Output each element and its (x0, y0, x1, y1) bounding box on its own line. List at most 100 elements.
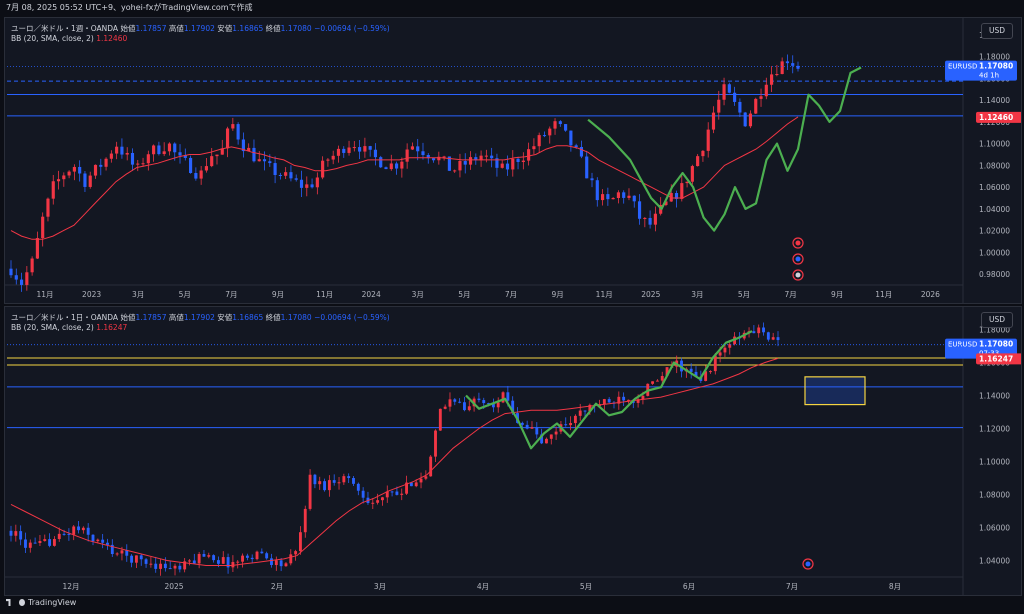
candle-body (279, 560, 283, 567)
candle-body (429, 456, 433, 477)
change-value: −0.00694 (−0.59%) (314, 24, 390, 33)
y-tick-label: 1.06000 (979, 183, 1010, 192)
candle (72, 525, 76, 541)
bb-price-value: 1.12460 (979, 113, 1013, 122)
weekly-chart-pane[interactable]: 1.200001.180001.160001.140001.120001.100… (4, 17, 1022, 304)
daily-chart-pane[interactable]: 1.180001.160001.140001.120001.100001.080… (4, 306, 1022, 596)
zigzag-line (465, 330, 753, 450)
candle-body (99, 164, 103, 167)
candle (294, 174, 298, 182)
currency-button[interactable]: USD (981, 23, 1013, 39)
candle-body (467, 406, 471, 411)
candle (685, 181, 689, 188)
candle (373, 143, 378, 166)
candle-body (284, 172, 288, 176)
candle-body (215, 154, 219, 157)
candle-body (371, 502, 375, 504)
candle-body (775, 74, 779, 76)
bb-indicator-value: 1.16247 (96, 323, 128, 332)
x-tick-label: 3月 (691, 290, 703, 299)
candle (607, 397, 611, 404)
candle (748, 110, 753, 129)
candle (125, 544, 129, 562)
y-tick-label: 1.18000 (979, 53, 1010, 62)
x-tick-label: 2月 (271, 582, 283, 591)
candle (368, 145, 372, 157)
candle-body (315, 177, 319, 188)
candle-body (766, 332, 770, 340)
candle-body (162, 151, 166, 155)
daily-chart-svg[interactable]: 1.180001.160001.140001.120001.100001.080… (5, 307, 1021, 595)
candle-body (431, 158, 436, 161)
candle (381, 496, 384, 506)
candle (173, 563, 177, 576)
candle (573, 414, 577, 430)
currency-button[interactable]: USD (981, 312, 1013, 328)
candle-body (236, 124, 240, 140)
candle (352, 141, 356, 152)
candle (791, 55, 795, 74)
candle-body (204, 166, 209, 171)
candle (722, 77, 726, 106)
candle (583, 410, 587, 417)
candle-body (77, 526, 80, 531)
candle-body (352, 147, 356, 149)
candle-body (120, 146, 124, 155)
candle (260, 548, 264, 554)
bb-price-tag: 1.16247 (976, 353, 1021, 365)
candle (384, 166, 388, 170)
candle (653, 206, 657, 232)
candle (109, 150, 113, 163)
candle-body (511, 400, 515, 414)
candle (46, 197, 50, 222)
bb-price-tag-bg (976, 111, 1021, 123)
candle (139, 553, 143, 566)
bb-indicator-value: 1.12460 (96, 34, 128, 43)
candle-body (86, 527, 90, 535)
candle-body (616, 192, 620, 199)
candle (167, 142, 172, 156)
candle (141, 157, 145, 167)
weekly-chart-svg[interactable]: 1.200001.180001.160001.140001.120001.100… (5, 18, 1021, 303)
candle (780, 57, 784, 75)
candle (152, 144, 156, 162)
candle (294, 549, 298, 561)
candle-body (159, 563, 162, 569)
daily-bb-legend: BB (20, SMA, close, 2) 1.16247 (11, 323, 127, 332)
candle (326, 158, 330, 167)
candle-body (711, 112, 716, 130)
change-value: −0.00694 (−0.59%) (314, 313, 390, 322)
candle-body (706, 129, 710, 151)
candle (762, 322, 765, 336)
candle-body (660, 376, 664, 381)
y-tick-label: 1.02000 (979, 227, 1010, 236)
candle (19, 272, 24, 292)
candle (303, 505, 307, 538)
candle-body (748, 113, 753, 127)
candle-body (157, 145, 161, 155)
candle-body (318, 481, 322, 485)
x-tick-label: 7月 (225, 290, 237, 299)
weekly-symbol-title: ユーロ／米ドル・1週・OANDA (11, 24, 119, 33)
candle-body (434, 430, 437, 457)
candle-body (323, 481, 326, 491)
candle-body (500, 163, 504, 168)
candle (231, 555, 235, 573)
candle-body (72, 526, 76, 535)
candle-body (19, 279, 24, 285)
x-tick-label: 12月 (62, 582, 79, 591)
candle-body (549, 434, 553, 439)
candle-body (303, 508, 307, 533)
candle-body (733, 92, 737, 102)
x-tick-label: 5月 (738, 290, 750, 299)
last-price-value: 1.17080 (979, 340, 1013, 349)
candle-body (250, 557, 254, 560)
low-label: 安値 (217, 313, 233, 322)
candle-body (152, 145, 156, 155)
candle-body (226, 557, 230, 568)
candle-body (33, 542, 37, 544)
candle (30, 256, 34, 276)
candle-body (347, 147, 351, 153)
x-tick-label: 11月 (875, 290, 892, 299)
x-tick-label: 3月 (412, 290, 424, 299)
